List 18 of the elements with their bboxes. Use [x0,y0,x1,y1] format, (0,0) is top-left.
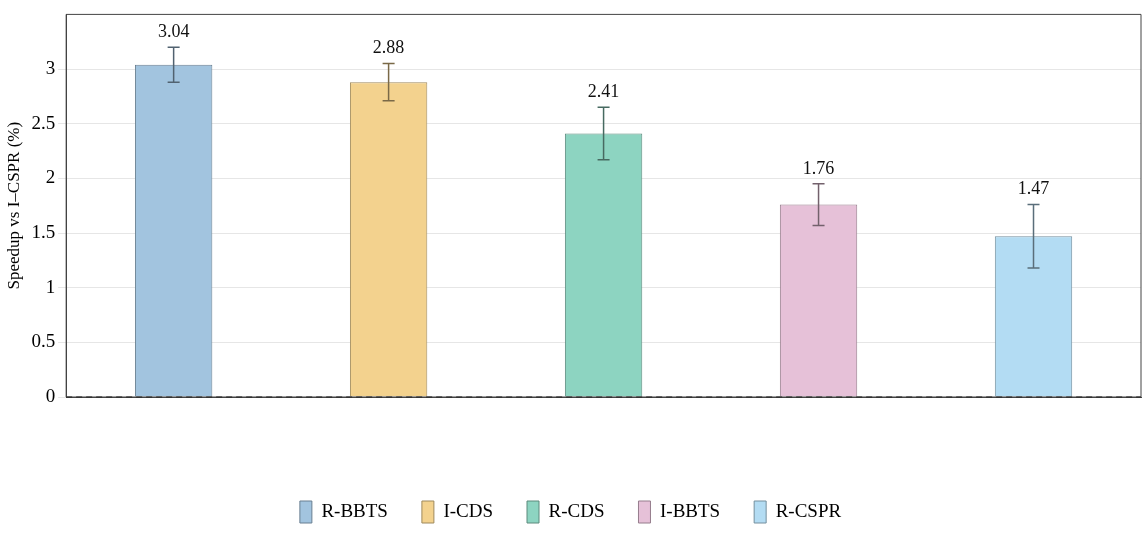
legend-label: I-CDS [443,499,494,521]
legend-label: R-BBTS [321,499,388,521]
data-label: 2.88 [372,37,405,58]
data-label: 1.76 [802,157,835,178]
legend-label: R-CDS [548,499,605,521]
legend-label: R-CSPR [775,499,842,521]
y-tick-label: 3 [45,57,56,79]
y-tick-label: 1 [45,275,56,297]
y-axis-title: Speedup vs I–CSPR (%) [3,121,23,290]
y-tick-label: 2 [45,166,56,188]
y-tick-label: 0.5 [31,330,56,352]
legend-label: I-BBTS [659,499,721,521]
y-tick-label: 1.5 [31,221,56,243]
data-label: 2.41 [587,81,620,102]
data-label: 1.47 [1017,178,1050,199]
y-tick-label: 2.5 [31,111,56,133]
data-label: 3.04 [157,20,190,41]
y-tick-label: 0 [45,384,56,406]
